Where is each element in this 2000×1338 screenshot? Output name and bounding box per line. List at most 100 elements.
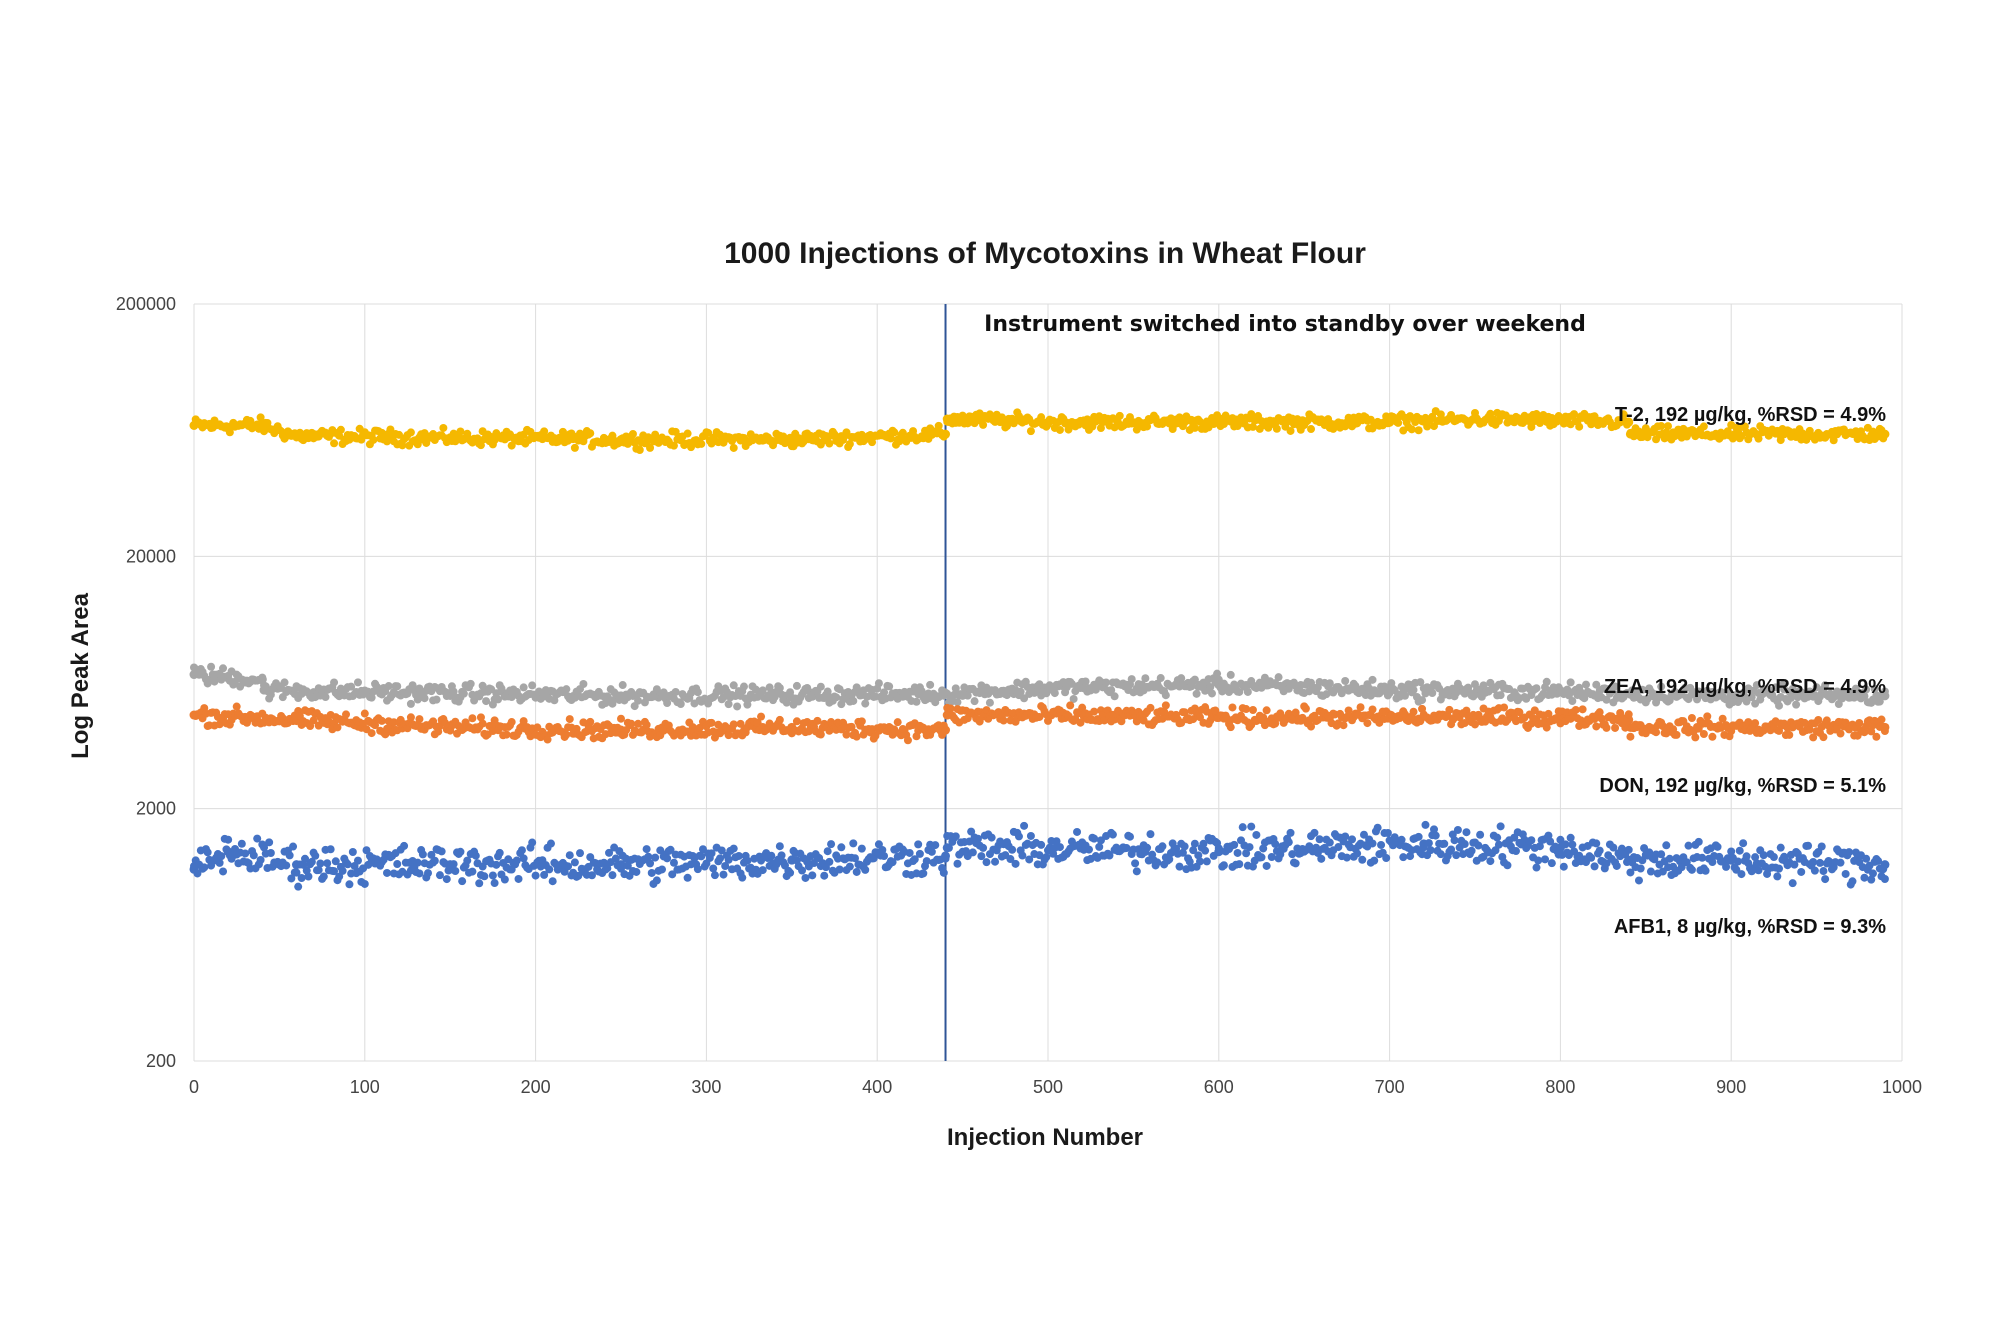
injection-point	[987, 833, 996, 842]
axis-ticks: 0 100 200 300 400 500 600 700 800 900 1000 200000 20…	[116, 294, 1922, 1097]
injection-point	[471, 851, 480, 860]
injection-point	[1356, 703, 1365, 712]
injection-point	[878, 845, 887, 854]
injection-point	[1226, 723, 1235, 732]
injection-point	[488, 871, 497, 880]
injection-point	[1532, 684, 1541, 693]
injection-point	[767, 851, 776, 860]
injection-point	[490, 879, 499, 888]
injection-point	[669, 858, 678, 867]
injection-point	[1561, 840, 1570, 849]
injection-point	[623, 861, 632, 870]
injection-point	[451, 866, 460, 875]
injection-point	[1626, 732, 1635, 741]
injection-point	[1684, 841, 1693, 850]
injection-point	[1146, 703, 1155, 712]
injection-point	[693, 865, 702, 874]
injection-point	[1016, 687, 1025, 696]
injection-point	[618, 681, 627, 690]
injection-point	[528, 838, 537, 847]
injection-point	[1307, 425, 1316, 434]
injection-point	[1759, 851, 1768, 860]
injection-point	[813, 716, 822, 725]
injection-point	[652, 685, 661, 694]
injection-point	[1368, 839, 1377, 848]
injection-point	[1020, 821, 1029, 830]
injection-point	[456, 847, 465, 856]
injection-point	[627, 719, 636, 728]
injection-point	[758, 686, 767, 695]
injection-point	[413, 440, 422, 449]
injection-point	[1691, 733, 1700, 742]
injection-point	[203, 848, 212, 857]
injection-point	[1423, 422, 1432, 431]
injection-point	[224, 835, 233, 844]
injection-point	[1177, 674, 1186, 683]
injection-point	[1373, 823, 1382, 832]
injection-point	[1621, 723, 1630, 732]
injection-point	[1428, 689, 1437, 698]
injection-point	[1737, 870, 1746, 879]
injection-point	[792, 717, 801, 726]
injection-point	[1769, 853, 1778, 862]
injection-point	[999, 716, 1008, 725]
injection-point	[353, 856, 362, 865]
injection-point	[1636, 864, 1645, 873]
injection-point	[1090, 834, 1099, 843]
injection-point	[1201, 846, 1210, 855]
injection-point	[1734, 857, 1743, 866]
series-2	[189, 662, 1890, 711]
injection-point	[400, 841, 409, 850]
injection-point	[1400, 691, 1409, 700]
injection-point	[383, 868, 392, 877]
injection-point	[1568, 840, 1577, 849]
injection-point	[842, 730, 851, 739]
injection-point	[1095, 842, 1104, 851]
injection-point	[944, 843, 953, 852]
injection-point	[1011, 859, 1020, 868]
injection-point	[1476, 830, 1485, 839]
injection-point	[360, 879, 369, 888]
injection-point	[903, 736, 912, 745]
injection-point	[540, 427, 549, 436]
injection-point	[1708, 732, 1717, 741]
injection-point	[1797, 867, 1806, 876]
injection-point	[301, 854, 310, 863]
injection-point	[1161, 701, 1170, 710]
injection-point	[1207, 689, 1216, 698]
injection-point	[338, 866, 347, 875]
injection-point	[558, 427, 567, 436]
injection-point	[519, 854, 528, 863]
injection-point	[798, 866, 807, 875]
injection-point	[492, 860, 501, 869]
injection-point	[736, 719, 745, 728]
injection-point	[543, 735, 552, 744]
series-labels: T-2, 192 µg/kg, %RSD = 4.9% ZEA, 192 µg/k…	[1599, 404, 1886, 938]
injection-point	[1248, 706, 1257, 715]
injection-point	[1880, 687, 1889, 696]
injection-point	[642, 845, 651, 854]
series-1	[189, 407, 1890, 454]
injection-point	[1582, 680, 1591, 689]
injection-point	[384, 682, 393, 691]
injection-point	[1242, 849, 1251, 858]
injection-point	[1754, 866, 1763, 875]
injection-point	[758, 866, 767, 875]
injection-point	[1450, 836, 1459, 845]
injection-point	[1452, 851, 1461, 860]
injection-point	[362, 846, 371, 855]
injection-point	[1773, 872, 1782, 881]
injection-point	[266, 849, 275, 858]
injection-point	[917, 687, 926, 696]
injection-point	[256, 413, 265, 422]
injection-point	[967, 827, 976, 836]
injection-point	[319, 872, 328, 881]
injection-point	[729, 720, 738, 729]
injection-point	[757, 712, 766, 721]
injection-point	[1624, 845, 1633, 854]
injection-point	[823, 687, 832, 696]
injection-point	[546, 839, 555, 848]
injection-point	[1527, 836, 1536, 845]
injection-point	[775, 715, 784, 724]
injection-point	[1180, 708, 1189, 717]
